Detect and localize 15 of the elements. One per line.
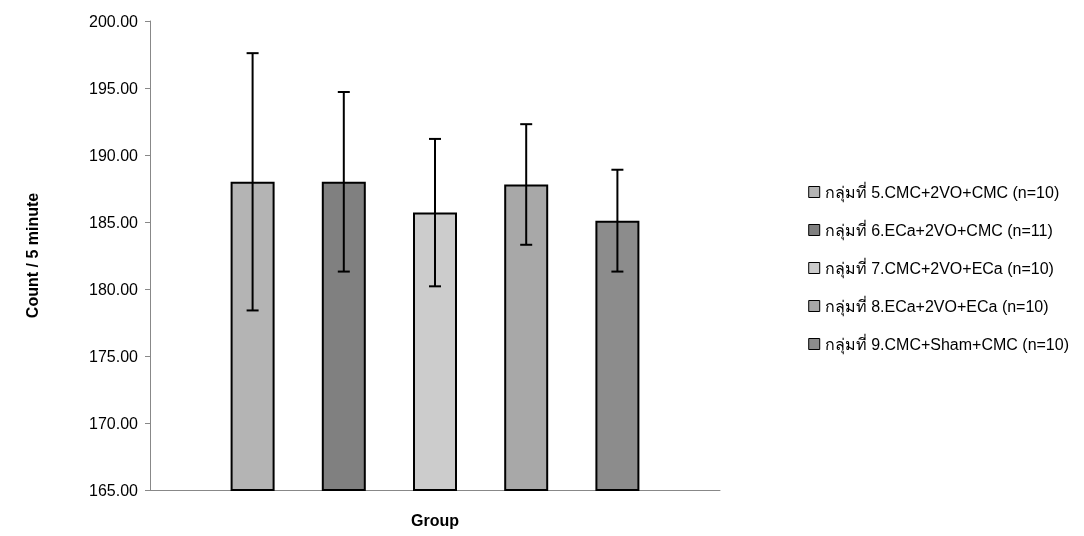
y-tick-label: 185.00 xyxy=(89,213,139,231)
y-tick-label: 175.00 xyxy=(89,347,139,365)
y-tick-label: 180.00 xyxy=(89,280,139,298)
legend-label: กลุ่มที่ 5.CMC+2VO+CMC (n=10) xyxy=(824,180,1060,203)
y-tick-label: 170.00 xyxy=(89,414,139,432)
x-axis-title: Group xyxy=(411,511,460,529)
y-tick-label: 200.00 xyxy=(89,12,139,30)
y-tick-label: 165.00 xyxy=(89,481,139,499)
legend-label: กลุ่มที่ 8.ECa+2VO+ECa (n=10) xyxy=(824,294,1049,317)
y-tick-label: 190.00 xyxy=(89,146,139,164)
legend-label: กลุ่มที่ 6.ECa+2VO+CMC (n=11) xyxy=(824,218,1053,241)
legend-label: กลุ่มที่ 7.CMC+2VO+ECa (n=10) xyxy=(824,256,1054,279)
y-axis-title: Count / 5 minute xyxy=(23,192,41,319)
legend-label: กลุ่มที่ 9.CMC+Sham+CMC (n=10) xyxy=(824,332,1070,355)
y-tick-label: 195.00 xyxy=(89,79,139,97)
